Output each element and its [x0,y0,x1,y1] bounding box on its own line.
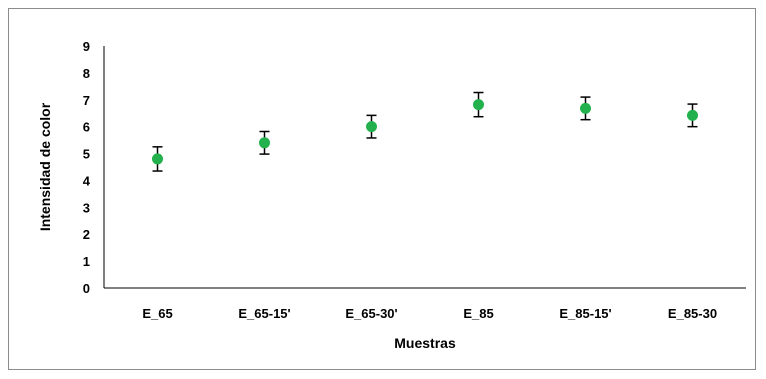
chart-frame [8,8,756,370]
y-tick-label: 4 [83,173,91,188]
x-axis-title: Muestras [394,335,456,351]
y-tick-label: 1 [83,254,90,269]
data-point [687,109,698,121]
y-tick-label: 0 [83,281,90,296]
x-tick-label: E_65-15' [238,306,290,321]
y-tick-label: 9 [83,39,90,54]
data-point-group [687,103,698,128]
y-tick-label: 8 [83,66,90,81]
y-tick-label: 7 [83,93,90,108]
data-point [366,121,377,133]
data-points [152,91,698,172]
x-axis-ticks: E_65 E_65-15' E_65-30' E_85 E_85-15' E_85-30 [142,306,717,321]
data-point-group [473,91,484,118]
data-point-group [580,96,591,121]
data-point-group [152,146,163,172]
y-tick-label: 2 [83,227,90,242]
data-point-group [259,130,270,155]
data-point [580,102,591,114]
data-point [152,153,163,165]
x-tick-label: E_85-30 [668,306,717,321]
y-tick-label: 3 [83,200,90,215]
y-tick-label: 6 [83,120,90,135]
x-tick-label: E_65-30' [345,306,397,321]
x-tick-label: E_85-15' [559,306,611,321]
y-tick-label: 5 [83,147,90,162]
x-tick-label: E_85 [463,306,493,321]
y-axis-title: Intensidad de color [37,102,53,231]
data-point [259,137,270,149]
x-tick-label: E_65 [142,306,172,321]
data-point [473,99,484,111]
y-axis-ticks: 0 1 2 3 4 5 6 7 8 9 [83,39,91,296]
data-point-group [366,114,377,139]
